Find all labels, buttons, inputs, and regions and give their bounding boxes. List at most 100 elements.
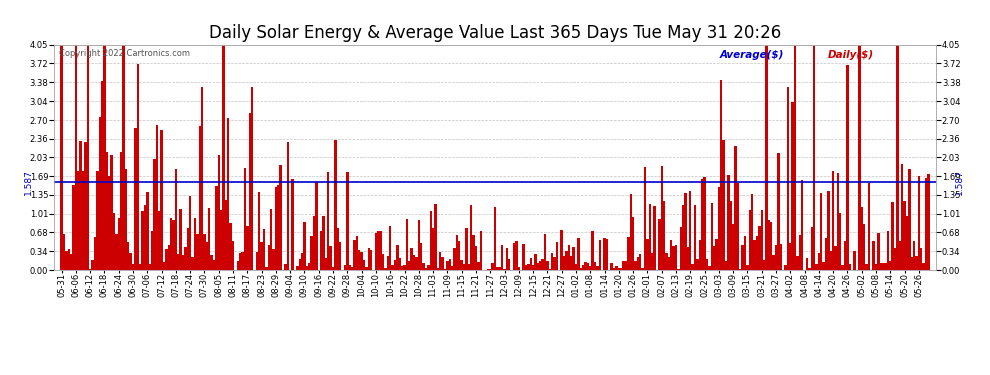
Bar bbox=[158, 211, 160, 270]
Bar bbox=[272, 249, 274, 270]
Bar bbox=[587, 262, 589, 270]
Bar bbox=[787, 87, 789, 270]
Bar bbox=[311, 236, 313, 270]
Bar bbox=[742, 244, 743, 270]
Bar bbox=[796, 256, 799, 270]
Bar bbox=[565, 251, 567, 270]
Bar bbox=[755, 236, 758, 270]
Bar bbox=[279, 165, 282, 270]
Bar bbox=[148, 264, 150, 270]
Bar bbox=[699, 240, 701, 270]
Bar bbox=[153, 159, 155, 270]
Bar bbox=[335, 140, 337, 270]
Bar bbox=[437, 268, 439, 270]
Bar bbox=[167, 245, 170, 270]
Bar bbox=[537, 263, 539, 270]
Bar bbox=[572, 247, 575, 270]
Text: Copyright 2022 Cartronics.com: Copyright 2022 Cartronics.com bbox=[58, 50, 190, 58]
Bar bbox=[103, 45, 106, 270]
Bar bbox=[299, 259, 301, 270]
Bar bbox=[442, 256, 444, 270]
Bar bbox=[446, 261, 448, 270]
Bar bbox=[72, 186, 74, 270]
Bar bbox=[475, 246, 477, 270]
Bar bbox=[418, 220, 420, 270]
Bar bbox=[125, 169, 127, 270]
Bar bbox=[530, 258, 532, 270]
Bar bbox=[625, 261, 627, 270]
Bar bbox=[560, 230, 563, 270]
Bar bbox=[194, 218, 196, 270]
Bar bbox=[670, 240, 672, 270]
Bar bbox=[682, 205, 684, 270]
Bar bbox=[203, 234, 206, 270]
Bar bbox=[891, 202, 894, 270]
Bar bbox=[325, 258, 327, 270]
Bar bbox=[758, 226, 760, 270]
Bar bbox=[575, 264, 577, 270]
Bar bbox=[642, 268, 644, 270]
Bar bbox=[191, 257, 194, 270]
Bar bbox=[101, 81, 103, 270]
Bar bbox=[863, 224, 865, 270]
Bar bbox=[899, 241, 901, 270]
Bar bbox=[179, 209, 182, 270]
Bar bbox=[408, 261, 411, 270]
Bar bbox=[743, 236, 746, 270]
Bar bbox=[106, 152, 108, 270]
Bar bbox=[596, 266, 599, 270]
Bar bbox=[111, 155, 113, 270]
Bar bbox=[820, 193, 823, 270]
Bar bbox=[763, 260, 765, 270]
Bar bbox=[127, 242, 130, 270]
Bar bbox=[218, 155, 220, 270]
Bar bbox=[413, 255, 415, 270]
Bar bbox=[223, 45, 225, 270]
Bar bbox=[201, 87, 203, 270]
Bar bbox=[86, 45, 89, 270]
Bar bbox=[365, 267, 367, 270]
Bar bbox=[506, 248, 508, 270]
Bar bbox=[355, 236, 358, 270]
Bar bbox=[853, 251, 855, 270]
Bar bbox=[275, 188, 277, 270]
Bar bbox=[350, 267, 353, 270]
Bar bbox=[660, 166, 663, 270]
Bar bbox=[730, 201, 732, 270]
Bar bbox=[360, 252, 362, 270]
Bar bbox=[760, 210, 763, 270]
Bar bbox=[244, 168, 247, 270]
Bar bbox=[82, 171, 84, 270]
Text: Average($): Average($) bbox=[720, 50, 784, 60]
Bar bbox=[818, 253, 820, 270]
Bar bbox=[644, 167, 646, 270]
Bar bbox=[535, 254, 537, 270]
Bar bbox=[840, 213, 842, 270]
Bar bbox=[823, 262, 825, 270]
Bar bbox=[444, 268, 446, 270]
Bar bbox=[889, 261, 891, 270]
Bar bbox=[706, 259, 708, 270]
Bar bbox=[346, 172, 348, 270]
Bar bbox=[306, 266, 308, 270]
Bar bbox=[315, 182, 318, 270]
Bar bbox=[784, 265, 787, 270]
Bar bbox=[591, 231, 594, 270]
Bar bbox=[255, 252, 258, 270]
Bar bbox=[479, 231, 482, 270]
Bar bbox=[108, 176, 111, 270]
Bar bbox=[789, 243, 791, 270]
Bar bbox=[227, 118, 230, 270]
Bar bbox=[635, 261, 637, 270]
Bar bbox=[120, 152, 123, 270]
Bar bbox=[427, 265, 430, 270]
Bar bbox=[242, 252, 244, 270]
Bar bbox=[646, 238, 648, 270]
Bar bbox=[415, 257, 418, 270]
Bar bbox=[220, 210, 223, 270]
Bar bbox=[708, 266, 711, 270]
Bar bbox=[701, 179, 703, 270]
Bar bbox=[494, 207, 496, 270]
Bar bbox=[630, 194, 632, 270]
Bar bbox=[570, 256, 572, 270]
